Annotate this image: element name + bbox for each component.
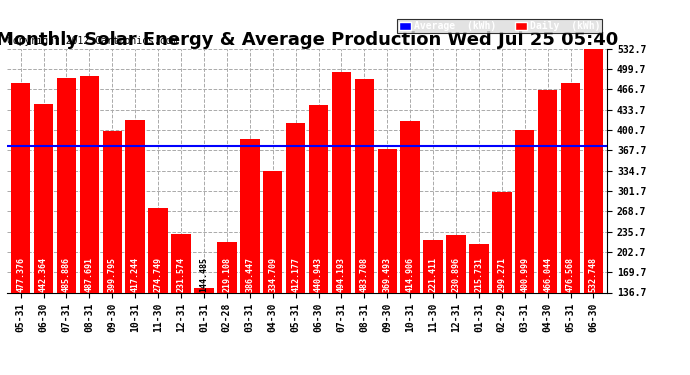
Text: 386.447: 386.447	[245, 257, 255, 292]
Bar	[194, 288, 214, 292]
Text: 369.493: 369.493	[383, 257, 392, 292]
Text: 414.906: 414.906	[406, 257, 415, 292]
Bar	[515, 130, 535, 292]
Text: 274.749: 274.749	[154, 257, 163, 292]
Text: 231.574: 231.574	[177, 257, 186, 292]
Text: 485.886: 485.886	[62, 257, 71, 292]
Text: 476.568: 476.568	[566, 257, 575, 292]
Bar	[492, 192, 511, 292]
Text: 230.896: 230.896	[451, 257, 460, 292]
Bar	[377, 149, 397, 292]
Bar	[332, 72, 351, 292]
Bar	[355, 79, 374, 292]
Text: 299.271: 299.271	[497, 257, 506, 292]
Bar	[34, 104, 53, 292]
Text: 399.795: 399.795	[108, 257, 117, 292]
Text: 532.748: 532.748	[589, 257, 598, 292]
Text: 221.411: 221.411	[428, 257, 437, 292]
Text: 417.244: 417.244	[130, 257, 139, 292]
Bar	[286, 123, 306, 292]
Text: 215.731: 215.731	[475, 257, 484, 292]
Bar	[126, 120, 145, 292]
Text: 219.108: 219.108	[222, 257, 231, 292]
Text: 494.193: 494.193	[337, 257, 346, 292]
Bar	[79, 76, 99, 292]
Bar	[538, 90, 558, 292]
Legend: Average  (kWh), Daily  (kWh): Average (kWh), Daily (kWh)	[397, 20, 602, 33]
Bar	[57, 78, 76, 292]
Text: 477.376: 477.376	[16, 257, 25, 292]
Bar	[424, 240, 443, 292]
Bar	[308, 105, 328, 292]
Text: 440.943: 440.943	[314, 257, 323, 292]
Bar	[446, 234, 466, 292]
Bar	[584, 49, 603, 292]
Text: 334.709: 334.709	[268, 257, 277, 292]
Text: 412.177: 412.177	[291, 257, 300, 292]
Text: Copyright 2012 Cartronics.com: Copyright 2012 Cartronics.com	[7, 36, 177, 46]
Text: 144.485: 144.485	[199, 257, 208, 292]
Bar	[148, 207, 168, 292]
Bar	[11, 83, 30, 292]
Text: 442.364: 442.364	[39, 257, 48, 292]
Text: 487.691: 487.691	[85, 257, 94, 292]
Title: Monthly Solar Energy & Average Production Wed Jul 25 05:40: Monthly Solar Energy & Average Productio…	[0, 31, 618, 49]
Bar	[171, 234, 190, 292]
Bar	[217, 242, 237, 292]
Bar	[240, 139, 259, 292]
Text: 400.999: 400.999	[520, 257, 529, 292]
Bar	[469, 244, 489, 292]
Text: 483.708: 483.708	[359, 257, 369, 292]
Bar	[263, 171, 282, 292]
Bar	[561, 83, 580, 292]
Bar	[400, 121, 420, 292]
Bar	[103, 130, 122, 292]
Text: 466.044: 466.044	[543, 257, 552, 292]
